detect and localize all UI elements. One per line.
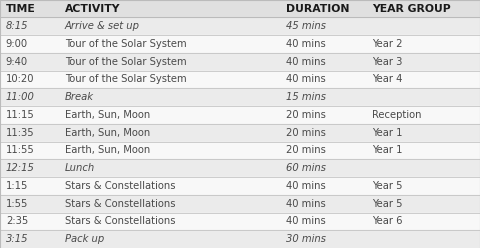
Text: Year 1: Year 1 bbox=[372, 128, 403, 138]
Text: Tour of the Solar System: Tour of the Solar System bbox=[65, 57, 186, 67]
Text: Arrive & set up: Arrive & set up bbox=[65, 21, 140, 31]
Text: 20 mins: 20 mins bbox=[286, 145, 325, 155]
Text: Year 5: Year 5 bbox=[372, 181, 403, 191]
Text: Stars & Constellations: Stars & Constellations bbox=[65, 217, 175, 226]
Text: 10:20: 10:20 bbox=[6, 74, 34, 84]
Text: Break: Break bbox=[65, 92, 94, 102]
Text: 20 mins: 20 mins bbox=[286, 110, 325, 120]
Bar bbox=[0, 106, 480, 124]
Bar bbox=[0, 17, 480, 35]
Text: 45 mins: 45 mins bbox=[286, 21, 325, 31]
Bar bbox=[0, 142, 480, 159]
Text: Year 1: Year 1 bbox=[372, 145, 403, 155]
Text: TIME: TIME bbox=[6, 4, 36, 14]
Text: 40 mins: 40 mins bbox=[286, 217, 325, 226]
Text: 11:00: 11:00 bbox=[6, 92, 35, 102]
Bar bbox=[0, 35, 480, 53]
Text: 20 mins: 20 mins bbox=[286, 128, 325, 138]
Text: 60 mins: 60 mins bbox=[286, 163, 325, 173]
Text: 9:00: 9:00 bbox=[6, 39, 28, 49]
Bar bbox=[0, 124, 480, 142]
Bar bbox=[0, 53, 480, 71]
Text: 12:15: 12:15 bbox=[6, 163, 35, 173]
Text: 30 mins: 30 mins bbox=[286, 234, 325, 244]
Text: Year 2: Year 2 bbox=[372, 39, 403, 49]
Text: 11:35: 11:35 bbox=[6, 128, 35, 138]
Text: ACTIVITY: ACTIVITY bbox=[65, 4, 120, 14]
Text: 40 mins: 40 mins bbox=[286, 57, 325, 67]
Text: 40 mins: 40 mins bbox=[286, 74, 325, 84]
Text: 2:35: 2:35 bbox=[6, 217, 28, 226]
Bar bbox=[0, 0, 480, 17]
Text: Lunch: Lunch bbox=[65, 163, 95, 173]
Text: 1:15: 1:15 bbox=[6, 181, 28, 191]
Text: 40 mins: 40 mins bbox=[286, 181, 325, 191]
Text: 40 mins: 40 mins bbox=[286, 199, 325, 209]
Bar bbox=[0, 177, 480, 195]
Text: Pack up: Pack up bbox=[65, 234, 104, 244]
Text: Tour of the Solar System: Tour of the Solar System bbox=[65, 74, 186, 84]
Bar bbox=[0, 230, 480, 248]
Text: Earth, Sun, Moon: Earth, Sun, Moon bbox=[65, 145, 150, 155]
Text: Stars & Constellations: Stars & Constellations bbox=[65, 181, 175, 191]
Bar bbox=[0, 213, 480, 230]
Bar bbox=[0, 88, 480, 106]
Text: 8:15: 8:15 bbox=[6, 21, 28, 31]
Text: Tour of the Solar System: Tour of the Solar System bbox=[65, 39, 186, 49]
Text: Stars & Constellations: Stars & Constellations bbox=[65, 199, 175, 209]
Text: 40 mins: 40 mins bbox=[286, 39, 325, 49]
Text: DURATION: DURATION bbox=[286, 4, 349, 14]
Bar bbox=[0, 71, 480, 88]
Text: YEAR GROUP: YEAR GROUP bbox=[372, 4, 451, 14]
Text: Year 3: Year 3 bbox=[372, 57, 402, 67]
Text: Reception: Reception bbox=[372, 110, 421, 120]
Text: Earth, Sun, Moon: Earth, Sun, Moon bbox=[65, 128, 150, 138]
Text: 9:40: 9:40 bbox=[6, 57, 28, 67]
Text: Year 5: Year 5 bbox=[372, 199, 403, 209]
Text: 3:15: 3:15 bbox=[6, 234, 28, 244]
Text: Earth, Sun, Moon: Earth, Sun, Moon bbox=[65, 110, 150, 120]
Text: 1:55: 1:55 bbox=[6, 199, 28, 209]
Text: 11:15: 11:15 bbox=[6, 110, 35, 120]
Text: 15 mins: 15 mins bbox=[286, 92, 325, 102]
Text: 11:55: 11:55 bbox=[6, 145, 35, 155]
Text: Year 4: Year 4 bbox=[372, 74, 402, 84]
Bar bbox=[0, 159, 480, 177]
Bar bbox=[0, 195, 480, 213]
Text: Year 6: Year 6 bbox=[372, 217, 403, 226]
